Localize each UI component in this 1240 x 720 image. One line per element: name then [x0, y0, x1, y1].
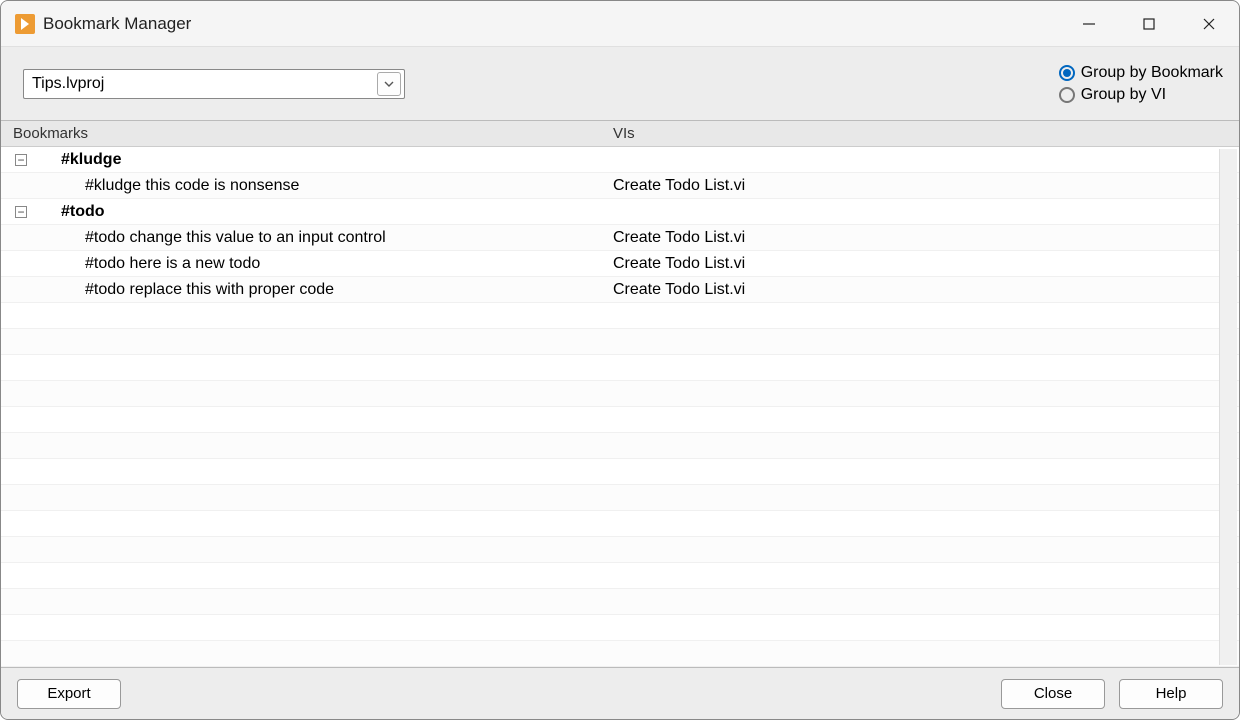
bookmark-item-label: #kludge this code is nonsense — [85, 177, 299, 195]
empty-row — [1, 407, 1239, 433]
empty-row — [1, 433, 1239, 459]
empty-row — [1, 563, 1239, 589]
close-dialog-button[interactable]: Close — [1001, 679, 1105, 709]
empty-row — [1, 511, 1239, 537]
bookmark-item-row[interactable]: #todo change this value to an input cont… — [1, 225, 1239, 251]
bookmark-group-label: #todo — [61, 203, 105, 221]
empty-row — [1, 485, 1239, 511]
vi-cell: Create Todo List.vi — [601, 281, 1239, 299]
bookmark-group-row[interactable]: − #todo — [1, 199, 1239, 225]
empty-row — [1, 459, 1239, 485]
scrollbar[interactable] — [1219, 149, 1237, 665]
column-headers: Bookmarks VIs — [1, 121, 1239, 147]
bookmark-item-label: #todo replace this with proper code — [85, 281, 334, 299]
empty-row — [1, 329, 1239, 355]
vi-cell: Create Todo List.vi — [601, 177, 1239, 195]
bookmark-item-label: #todo change this value to an input cont… — [85, 229, 386, 247]
empty-row — [1, 355, 1239, 381]
bookmark-item-row[interactable]: #kludge this code is nonsense Create Tod… — [1, 173, 1239, 199]
bookmark-group-row[interactable]: − #kludge — [1, 147, 1239, 173]
empty-row — [1, 303, 1239, 329]
bookmark-group-label: #kludge — [61, 151, 121, 169]
empty-row — [1, 381, 1239, 407]
window-controls — [1059, 1, 1239, 47]
close-button[interactable] — [1179, 1, 1239, 47]
empty-row — [1, 589, 1239, 615]
window-title: Bookmark Manager — [43, 14, 191, 34]
titlebar: Bookmark Manager — [1, 1, 1239, 47]
bookmark-item-row[interactable]: #todo replace this with proper code Crea… — [1, 277, 1239, 303]
minimize-icon — [1082, 17, 1096, 31]
group-by-vi-label: Group by VI — [1081, 86, 1166, 104]
collapse-icon[interactable]: − — [15, 154, 27, 166]
project-dropdown-button[interactable] — [377, 72, 401, 96]
grouping-options: Group by Bookmark Group by VI — [1059, 64, 1223, 104]
group-by-bookmark-label: Group by Bookmark — [1081, 64, 1223, 82]
bookmark-item-label: #todo here is a new todo — [85, 255, 260, 273]
project-dropdown-value: Tips.lvproj — [24, 75, 374, 93]
collapse-icon[interactable]: − — [15, 206, 27, 218]
chevron-down-icon — [384, 81, 394, 87]
vis-column-header: VIs — [601, 125, 1239, 142]
empty-row — [1, 537, 1239, 563]
close-icon — [1202, 17, 1216, 31]
bookmark-list[interactable]: − #kludge #kludge this code is nonsense … — [1, 147, 1239, 667]
toolbar: Tips.lvproj Group by Bookmark Group by V… — [1, 47, 1239, 121]
vi-cell: Create Todo List.vi — [601, 229, 1239, 247]
vi-cell: Create Todo List.vi — [601, 255, 1239, 273]
empty-row — [1, 641, 1239, 667]
group-by-bookmark-radio[interactable]: Group by Bookmark — [1059, 64, 1223, 82]
radio-checked-icon — [1059, 65, 1075, 81]
minimize-button[interactable] — [1059, 1, 1119, 47]
project-dropdown[interactable]: Tips.lvproj — [23, 69, 405, 99]
radio-unchecked-icon — [1059, 87, 1075, 103]
maximize-button[interactable] — [1119, 1, 1179, 47]
empty-row — [1, 615, 1239, 641]
help-button[interactable]: Help — [1119, 679, 1223, 709]
maximize-icon — [1142, 17, 1156, 31]
export-button[interactable]: Export — [17, 679, 121, 709]
bookmarks-column-header: Bookmarks — [1, 125, 601, 142]
footer: Export Close Help — [1, 667, 1239, 719]
bookmark-item-row[interactable]: #todo here is a new todo Create Todo Lis… — [1, 251, 1239, 277]
app-icon — [15, 14, 35, 34]
group-by-vi-radio[interactable]: Group by VI — [1059, 86, 1223, 104]
